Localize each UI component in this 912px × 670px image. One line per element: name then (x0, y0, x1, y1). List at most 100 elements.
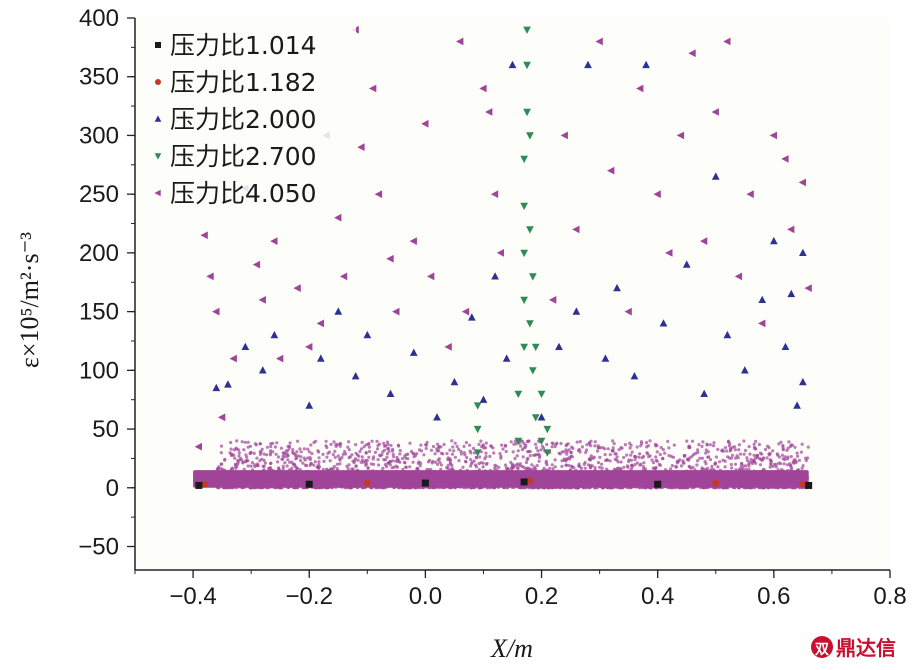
data-point (793, 401, 801, 409)
cloud-point (253, 442, 257, 446)
cloud-point (488, 454, 492, 458)
cloud-point (308, 456, 312, 460)
cloud-point (258, 442, 262, 446)
cloud-point (469, 458, 473, 462)
cloud-point (761, 457, 765, 461)
cloud-point (237, 454, 241, 458)
cloud-point (291, 462, 295, 466)
cloud-point (269, 461, 273, 465)
cloud-point (484, 441, 488, 445)
legend-entry: 压力比2.700 (154, 142, 317, 171)
cloud-point (564, 444, 568, 448)
cloud-point (463, 453, 467, 457)
y-tick-label: 300 (79, 122, 119, 149)
cloud-point (509, 440, 513, 444)
cloud-point (727, 444, 732, 448)
data-point (676, 131, 685, 140)
cloud-point (382, 441, 386, 445)
cloud-point (674, 465, 679, 469)
cloud-point (716, 447, 720, 451)
cloud-point (328, 459, 332, 463)
cloud-point (503, 444, 507, 448)
data-point (421, 479, 429, 487)
data-point (712, 479, 720, 487)
cloud-point (544, 461, 548, 465)
cloud-point (446, 456, 450, 460)
data-point (799, 480, 807, 488)
cloud-point (555, 441, 559, 445)
cloud-point (346, 445, 350, 449)
data-point (485, 108, 493, 116)
cloud-point (780, 453, 785, 457)
cloud-point (577, 464, 581, 468)
cloud-point (468, 443, 472, 447)
data-point (526, 320, 534, 328)
cloud-point (419, 461, 423, 465)
cloud-point (539, 448, 543, 452)
cloud-point (267, 467, 271, 471)
cloud-point (436, 462, 440, 466)
cloud-point (806, 445, 810, 449)
data-point (473, 425, 482, 434)
cloud-point (536, 449, 540, 453)
cloud-point (708, 458, 713, 462)
cloud-point (747, 445, 751, 449)
series-5 (194, 25, 812, 451)
data-point (526, 477, 534, 485)
cloud-point (630, 450, 634, 454)
cloud-point (255, 463, 259, 468)
cloud-point (658, 452, 662, 457)
cloud-point (415, 452, 419, 456)
cloud-point (354, 464, 358, 468)
cloud-point (642, 461, 646, 465)
data-point (217, 413, 226, 422)
data-point (305, 401, 314, 409)
data-point (496, 249, 504, 257)
cloud-point (527, 439, 531, 443)
data-point (252, 260, 261, 269)
cloud-point (360, 455, 364, 459)
cloud-point (375, 439, 379, 443)
cloud-point (387, 447, 391, 451)
cloud-point (524, 467, 528, 471)
cloud-point (805, 456, 810, 460)
cloud-point (743, 448, 748, 453)
cloud-point (653, 467, 657, 471)
cloud-point (589, 444, 593, 448)
cloud-point (769, 461, 773, 466)
series-3 (212, 60, 807, 421)
cloud-point (338, 444, 342, 448)
series-2 (201, 477, 807, 488)
cloud-point (595, 449, 600, 453)
cloud-point (584, 450, 588, 454)
data-point (212, 307, 220, 316)
cloud-point (262, 452, 266, 456)
cloud-point (461, 465, 465, 469)
cloud-point (688, 445, 692, 449)
cloud-point (459, 449, 463, 453)
cloud-point (633, 458, 637, 462)
legend-marker (155, 79, 161, 85)
cloud-point (321, 452, 325, 456)
series-1 (195, 478, 813, 489)
cloud-point (240, 440, 244, 444)
cloud-point (313, 460, 317, 464)
cloud-point (333, 455, 337, 459)
cloud-point (497, 465, 501, 469)
cloud-point (429, 448, 434, 452)
cloud-point (522, 446, 526, 450)
cloud-point (797, 458, 802, 462)
cloud-point (593, 444, 597, 448)
cloud-point (785, 448, 789, 452)
cloud-point (493, 463, 497, 467)
cloud-point (338, 462, 342, 466)
cloud-point (276, 455, 281, 459)
cloud-point (294, 457, 298, 461)
cloud-point (799, 450, 804, 454)
cloud-point (610, 449, 614, 453)
cloud-point (385, 455, 389, 459)
cloud-point (252, 451, 256, 455)
cloud-point (474, 455, 478, 459)
data-point (468, 313, 476, 321)
cloud-point (601, 446, 605, 450)
